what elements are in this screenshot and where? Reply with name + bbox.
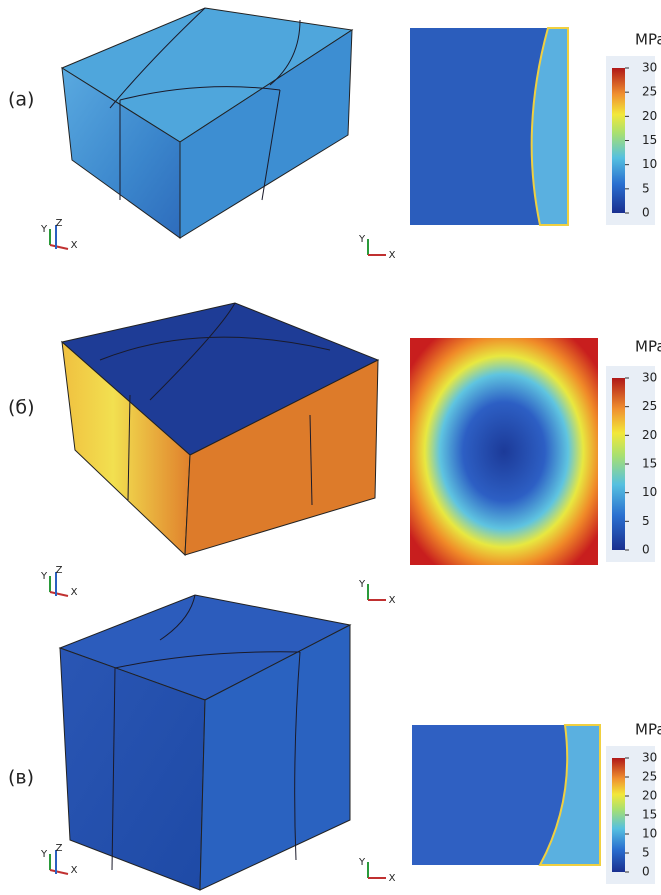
axis-label: Y (358, 857, 366, 868)
colorbar-tick-label: 20 (642, 109, 657, 123)
colorbar (612, 758, 625, 872)
colorbar-tick-label: 0 (642, 865, 650, 879)
colorbar-tick-label: 10 (642, 827, 657, 841)
panel-label: (а) (8, 89, 34, 111)
colorbar-tick-label: 20 (642, 789, 657, 803)
colorbar-tick-label: 15 (642, 457, 657, 471)
axis-label: X (389, 873, 396, 884)
colorbar-tick-label: 0 (642, 543, 650, 557)
colorbar-tick-label: 10 (642, 485, 657, 499)
axis-label: X (389, 250, 396, 261)
axis-label: X (71, 587, 78, 598)
colorbar-unit: MPa (635, 31, 661, 49)
axis-label: Y (358, 234, 366, 245)
stress-map (410, 338, 598, 565)
axis-label: Y (40, 849, 48, 860)
axis-label: Y (358, 579, 366, 590)
axis-label: Z (56, 565, 63, 576)
colorbar-tick-label: 25 (642, 399, 657, 413)
colorbar-tick-label: 10 (642, 157, 657, 171)
colorbar-tick-label: 30 (642, 371, 657, 385)
colorbar-tick-label: 25 (642, 770, 657, 784)
axis-label: X (71, 240, 78, 251)
panel-label: (б) (8, 397, 35, 419)
axis-label: Y (40, 224, 48, 235)
colorbar-tick-label: 25 (642, 85, 657, 99)
axis-x-line (50, 592, 68, 596)
colorbar-unit: MPa (635, 338, 661, 356)
figure: (а)MPa051015202530ZYXYX(б)MPa05101520253… (0, 0, 661, 895)
colorbar-tick-label: 30 (642, 751, 657, 765)
colorbar-tick-label: 30 (642, 61, 657, 75)
axis-x-line (50, 870, 68, 874)
colorbar (612, 378, 625, 550)
axis-label: X (389, 595, 396, 606)
colorbar-tick-label: 5 (642, 514, 650, 528)
colorbar-tick-label: 20 (642, 428, 657, 442)
panel-label: (в) (8, 767, 34, 789)
colorbar-tick-label: 15 (642, 808, 657, 822)
colorbar-unit: MPa (635, 721, 661, 739)
colorbar-tick-label: 5 (642, 181, 650, 195)
axis-label: Y (40, 571, 48, 582)
colorbar-tick-label: 5 (642, 846, 650, 860)
axis-label: Z (56, 218, 63, 229)
axis-label: X (71, 865, 78, 876)
colorbar-tick-label: 0 (642, 206, 650, 220)
axis-x-line (50, 245, 68, 249)
axis-label: Z (56, 843, 63, 854)
colorbar-tick-label: 15 (642, 133, 657, 147)
colorbar (612, 68, 625, 213)
